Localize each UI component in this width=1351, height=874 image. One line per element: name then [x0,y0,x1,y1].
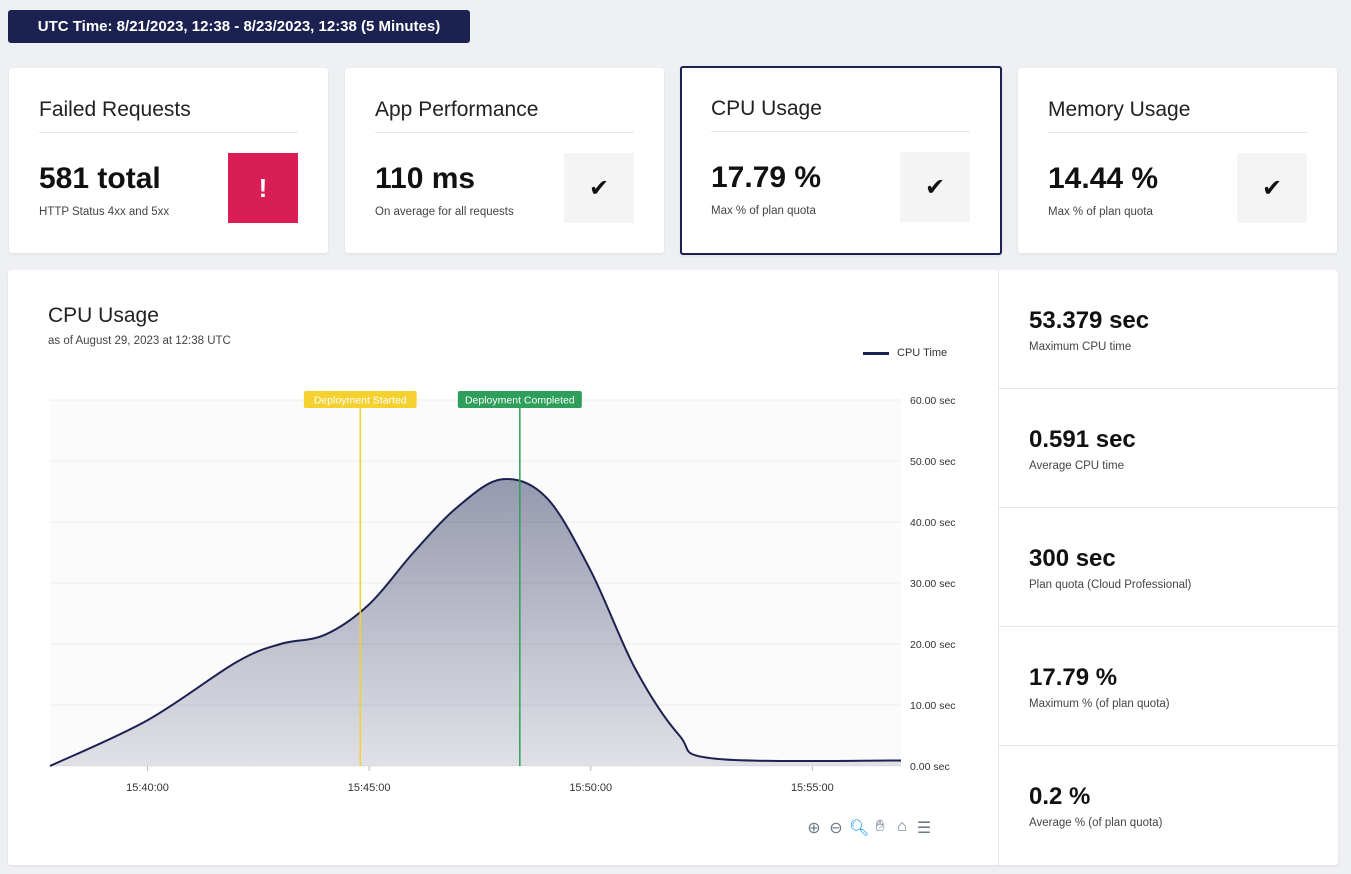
stat-value: 53.379 sec [1029,307,1150,334]
legend-label: CPU Time [897,347,948,359]
cpu-time-line [49,478,902,767]
annotation-label-box [457,391,582,408]
app-performance-card[interactable]: App Performance 110 ms On average for al… [345,68,664,253]
card-value: 17.79 % [711,161,822,194]
card-title: CPU Usage [711,97,970,132]
pan-hand-icon[interactable]: ✋︎ [875,818,885,835]
cpu-usage-chart[interactable]: 0.00 sec 10.00 sec 20.00 sec 30.00 sec 40.00… [8,270,998,865]
cpu-usage-chart-panel: CPU Usage as of August 29, 2023 at 12:38… [8,270,1338,865]
zoom-out-icon[interactable]: ⊖ [829,820,843,837]
stat-max-percent-quota: 17.79 % Maximum % (of plan quota) [999,627,1338,746]
x-tick-label: 15:50:00 [569,782,612,794]
check-icon: ✔ [1237,153,1307,223]
y-tick-label: 60.00 sec [910,395,956,407]
stat-value: 0.591 sec [1029,426,1136,453]
card-title: App Performance [375,98,634,133]
x-tick-label: 15:55:00 [791,782,834,794]
annotation-label-box [303,391,417,408]
card-value: 110 ms [375,162,476,195]
stat-max-cpu-time: 53.379 sec Maximum CPU time [999,270,1338,389]
chart-toolbar: ⊕ ⊖ 🔍︎ ✋︎ ⌂ ☰ [805,818,933,838]
x-tick-label: 15:40:00 [126,782,169,794]
memory-usage-card[interactable]: Memory Usage 14.44 % Max % of plan quota… [1018,68,1337,253]
card-title: Memory Usage [1048,98,1307,133]
stat-label: Average % (of plan quota) [1029,817,1163,829]
chart-subtitle: as of August 29, 2023 at 12:38 UTC [48,335,231,347]
y-tick-label: 50.00 sec [910,456,956,468]
stat-value: 0.2 % [1029,783,1091,810]
y-tick-label: 20.00 sec [910,639,956,651]
stat-avg-cpu-time: 0.591 sec Average CPU time [999,389,1338,508]
card-value: 14.44 % [1048,162,1159,195]
card-value: 581 total [39,162,161,195]
y-tick-label: 30.00 sec [910,578,956,590]
y-tick-label: 0.00 sec [910,761,950,773]
cpu-usage-card[interactable]: CPU Usage 17.79 % Max % of plan quota ✔ [680,66,1002,255]
check-icon: ✔ [900,152,970,222]
annotation-label: Deployment Started [314,395,407,407]
cpu-time-area [50,479,901,766]
y-tick-label: 40.00 sec [910,517,956,529]
card-subtitle: HTTP Status 4xx and 5xx [39,206,170,218]
stat-value: 17.79 % [1029,664,1118,691]
zoom-in-icon[interactable]: ⊕ [807,820,821,837]
stat-plan-quota: 300 sec Plan quota (Cloud Professional) [999,508,1338,627]
card-subtitle: On average for all requests [375,206,514,218]
chart-title: CPU Usage [48,304,159,327]
cpu-stats-column: 53.379 sec Maximum CPU time 0.591 sec Av… [998,270,1338,865]
check-icon: ✔ [564,153,634,223]
alert-icon: ! [228,153,298,223]
annotation-label: Deployment Completed [465,395,575,407]
card-title: Failed Requests [39,98,298,133]
stat-value: 300 sec [1029,545,1116,572]
stat-avg-percent-quota: 0.2 % Average % (of plan quota) [999,746,1338,865]
home-icon[interactable]: ⌂ [897,818,907,835]
card-subtitle: Max % of plan quota [711,205,816,217]
legend-swatch [863,351,889,355]
utc-time-range-badge[interactable]: UTC Time: 8/21/2023, 12:38 - 8/23/2023, … [8,10,470,43]
y-tick-label: 10.00 sec [910,700,956,712]
chart-legend[interactable]: CPU Time [863,347,947,359]
menu-icon[interactable]: ☰ [916,820,932,837]
stat-label: Average CPU time [1029,460,1125,472]
card-subtitle: Max % of plan quota [1048,206,1153,218]
stat-label: Plan quota (Cloud Professional) [1029,579,1192,591]
magnifier-icon[interactable]: 🔍︎ [849,820,870,837]
failed-requests-card[interactable]: Failed Requests 581 total HTTP Status 4x… [9,68,328,253]
stat-label: Maximum CPU time [1029,341,1132,353]
stat-label: Maximum % (of plan quota) [1029,698,1170,710]
x-tick-label: 15:45:00 [348,782,391,794]
